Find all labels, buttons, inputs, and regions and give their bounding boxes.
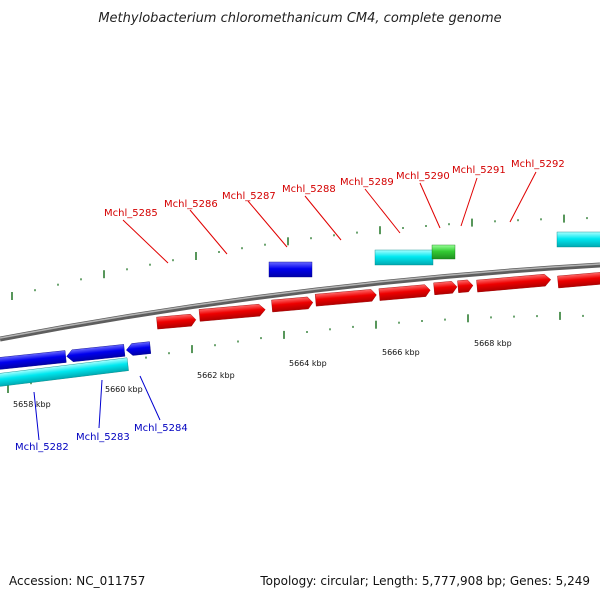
scale-label: 5658 kbp [13, 400, 51, 409]
gene-label[interactable]: Mchl_5285 [104, 208, 158, 219]
gene-arrow-fwd[interactable] [457, 279, 474, 293]
map-title: Methylobacterium chloromethanicum CM4, c… [98, 11, 501, 26]
gene-arrow-fwd[interactable] [433, 281, 458, 296]
gene-arrow-rev[interactable] [0, 350, 67, 370]
gene-arrow-fwd[interactable] [198, 303, 266, 322]
gene-label[interactable]: Mchl_5290 [396, 171, 450, 182]
gene-label[interactable]: Mchl_5289 [340, 177, 394, 188]
gene-arrow-fwd[interactable] [476, 273, 552, 293]
gene-label[interactable]: Mchl_5287 [222, 191, 276, 202]
scale-label: 5664 kbp [289, 359, 327, 368]
scale-label: 5662 kbp [197, 371, 235, 380]
genome-backbone [0, 262, 600, 342]
cds-block[interactable] [374, 249, 434, 266]
gene-label[interactable]: Mchl_5282 [15, 442, 69, 453]
forward-leaders [122, 171, 537, 264]
reverse-leaders [33, 375, 161, 441]
reverse-strand-features [0, 341, 152, 388]
cds-arrow-rev[interactable] [0, 357, 129, 388]
scale-label: 5660 kbp [105, 385, 143, 394]
gene-arrow-fwd[interactable] [271, 296, 314, 313]
accession-text: Accession: NC_011757 [9, 574, 145, 588]
outer-tick-ring [11, 214, 588, 300]
scale-labels: 5658 kbp 5660 kbp 5662 kbp 5664 kbp 5666… [13, 339, 512, 409]
gene-label[interactable]: Mchl_5284 [134, 423, 188, 434]
gene-arrow-rev[interactable] [66, 344, 126, 362]
gene-label[interactable]: Mchl_5292 [511, 159, 565, 170]
gene-label[interactable]: Mchl_5291 [452, 165, 506, 176]
reverse-gene-labels: Mchl_5282 Mchl_5283 Mchl_5284 [15, 423, 188, 453]
cds-block[interactable] [556, 231, 600, 248]
gene-arrow-fwd[interactable] [557, 271, 600, 289]
gene-label[interactable]: Mchl_5286 [164, 199, 218, 210]
forward-strand-features [156, 231, 600, 330]
rna-block[interactable] [431, 244, 456, 260]
gene-arrow-fwd[interactable] [314, 289, 377, 307]
scale-label: 5666 kbp [382, 348, 420, 357]
forward-gene-labels: Mchl_5285 Mchl_5286 Mchl_5287 Mchl_5288 … [104, 159, 565, 219]
genome-summary-text: Topology: circular; Length: 5,777,908 bp… [259, 574, 590, 588]
gene-label[interactable]: Mchl_5283 [76, 432, 130, 443]
gene-label[interactable]: Mchl_5288 [282, 184, 336, 195]
gene-arrow-rev[interactable] [126, 341, 152, 356]
gene-arrow-fwd[interactable] [156, 313, 197, 330]
gene-block-rev[interactable] [268, 261, 313, 278]
scale-label: 5668 kbp [474, 339, 512, 348]
gene-arrow-fwd[interactable] [378, 284, 431, 301]
